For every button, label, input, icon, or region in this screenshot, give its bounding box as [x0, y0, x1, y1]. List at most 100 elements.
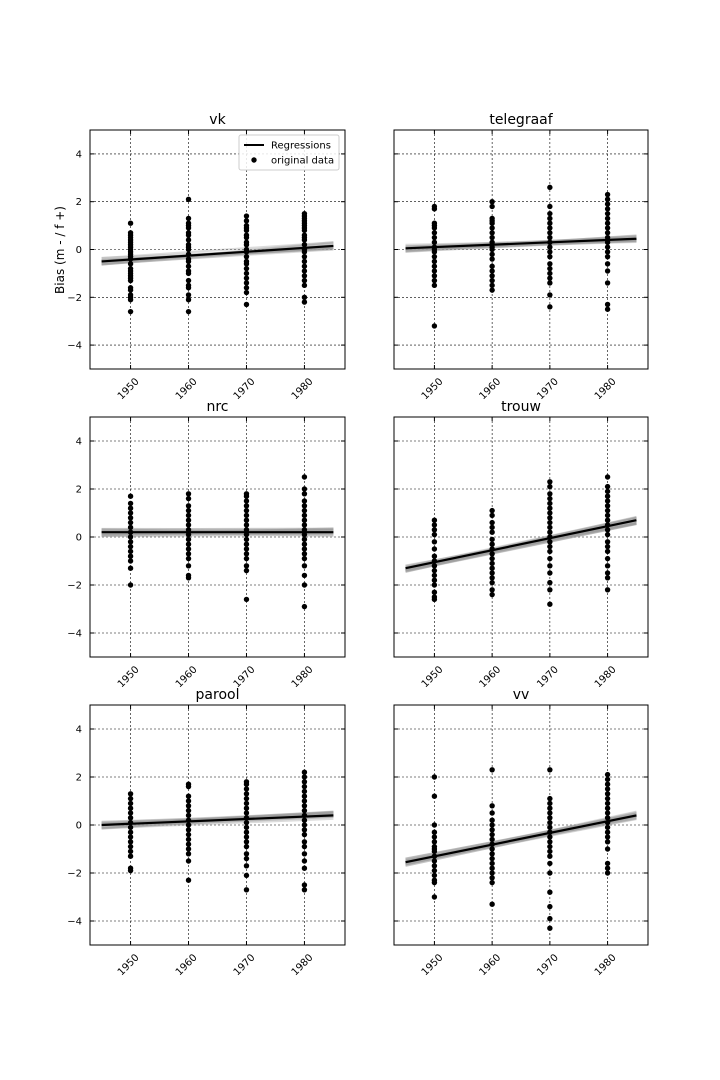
data-point [547, 834, 553, 840]
data-point [547, 483, 553, 490]
data-point [547, 479, 553, 485]
data-point [185, 551, 192, 557]
data-point [489, 865, 495, 871]
data-point [243, 503, 250, 509]
data-point [185, 251, 192, 257]
data-point [185, 546, 192, 552]
data-point [431, 879, 438, 886]
data-point [547, 203, 553, 210]
data-point [243, 843, 250, 850]
data-point [604, 230, 611, 236]
data-point [604, 474, 611, 480]
data-point [604, 196, 611, 203]
data-point [547, 230, 553, 236]
data-point [185, 846, 192, 852]
data-point [604, 786, 611, 792]
data-point [431, 268, 438, 274]
data-point [185, 541, 192, 547]
data-point [431, 234, 438, 241]
data-point [243, 280, 250, 286]
data-point [547, 244, 553, 250]
regression-sample-line [405, 522, 637, 572]
data-point [431, 863, 438, 869]
regression-line [405, 237, 637, 250]
data-point [301, 603, 308, 610]
data-point [185, 495, 192, 502]
regression-line [101, 814, 334, 827]
data-point [243, 234, 250, 241]
data-point [185, 292, 192, 298]
data-point [431, 517, 438, 523]
data-point [243, 512, 250, 519]
data-point [243, 810, 250, 816]
data-point [431, 282, 438, 289]
data-point [604, 829, 611, 835]
data-point [604, 795, 611, 802]
data-point [301, 817, 308, 823]
data-point [301, 527, 308, 533]
data-point [547, 225, 553, 231]
data-point [127, 839, 134, 845]
regression-sample-line [405, 520, 637, 572]
data-point [243, 829, 250, 835]
data-point [127, 493, 134, 499]
data-point [301, 536, 308, 543]
data-point [431, 539, 438, 545]
data-point [547, 253, 553, 260]
data-point [301, 827, 308, 833]
data-point [431, 834, 438, 840]
data-point [185, 491, 192, 497]
data-point [604, 507, 611, 514]
y-tick-label: 2 [76, 197, 82, 208]
regression-sample-line [101, 815, 334, 828]
data-point [604, 824, 611, 831]
data-point [127, 834, 134, 840]
data-point [604, 234, 611, 241]
data-point [301, 282, 308, 289]
data-point [489, 277, 495, 284]
data-point [243, 805, 250, 811]
data-point [489, 841, 495, 847]
data-point [301, 887, 308, 893]
data-point [243, 851, 250, 857]
data-point [185, 563, 192, 569]
data-point [431, 206, 438, 212]
data-point [127, 819, 134, 826]
data-point [301, 294, 308, 300]
data-point [547, 843, 553, 850]
data-point [547, 829, 553, 835]
data-point [127, 848, 134, 855]
data-point [489, 831, 495, 838]
data-point [431, 225, 438, 231]
data-point [604, 261, 611, 267]
data-point [604, 563, 611, 569]
data-point [604, 587, 611, 593]
data-point [185, 196, 192, 203]
data-point [547, 249, 553, 255]
data-point [431, 558, 438, 564]
data-point [127, 539, 134, 545]
regression-sample-line [405, 239, 637, 252]
regression-sample-line [101, 817, 334, 830]
data-point [301, 512, 308, 519]
data-point [127, 553, 134, 559]
data-point [547, 519, 553, 526]
data-point [489, 551, 495, 557]
data-point [243, 507, 250, 514]
data-point [547, 587, 553, 593]
data-point [243, 301, 250, 308]
y-tick-label: 2 [76, 773, 82, 784]
legend-box [238, 134, 340, 171]
data-point [185, 536, 192, 543]
data-point [301, 486, 308, 492]
data-point [185, 225, 192, 231]
data-point [604, 805, 611, 811]
data-point [547, 860, 553, 867]
data-point [431, 853, 438, 859]
data-point [185, 232, 192, 238]
data-point [243, 213, 250, 219]
data-point [604, 253, 611, 260]
data-point [185, 831, 192, 838]
data-point [489, 273, 495, 279]
data-point [185, 858, 192, 864]
